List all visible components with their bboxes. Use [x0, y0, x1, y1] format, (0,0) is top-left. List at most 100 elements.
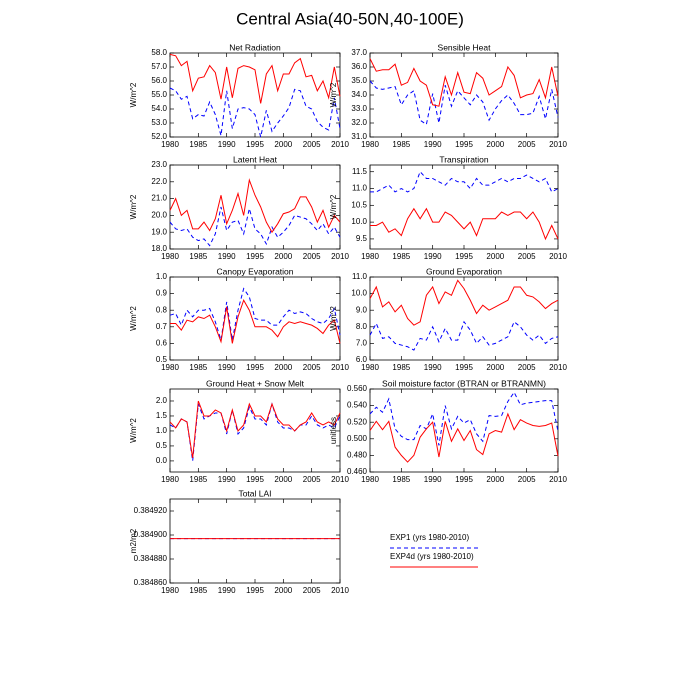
panel-title: Ground Evaporation: [426, 266, 502, 276]
y-tick-label: 33.0: [351, 104, 367, 113]
plot-frame: [169, 52, 341, 138]
x-tick-label: 1995: [246, 475, 264, 484]
y-tick-label: 11.0: [352, 184, 368, 193]
series-line: [169, 178, 341, 234]
x-tick-label: 2000: [274, 586, 292, 595]
y-tick-label: 56.0: [151, 76, 167, 85]
y-tick-label: 1.0: [156, 426, 168, 435]
y-tick-label: 21.0: [151, 194, 167, 203]
plot-frame: [169, 498, 341, 584]
x-tick-label: 1985: [392, 140, 410, 149]
x-tick-label: 1980: [361, 475, 379, 484]
panel-title: Ground Heat + Snow Melt: [206, 378, 305, 388]
x-tick-label: 1995: [246, 252, 264, 261]
x-tick-label: 1985: [392, 475, 410, 484]
panel-title: Soil moisture factor (BTRAN or BTRANMN): [382, 378, 546, 388]
x-tick-label: 1985: [189, 252, 207, 261]
x-tick-label: 2005: [518, 363, 536, 372]
y-tick-label: 10.0: [351, 217, 367, 226]
series-line: [169, 53, 341, 104]
x-tick-label: 1985: [392, 363, 410, 372]
y-tick-label: 36.0: [351, 62, 367, 71]
series-line: [369, 58, 559, 107]
x-tick-label: 1990: [424, 252, 442, 261]
series-line: [370, 207, 559, 241]
y-tick-label: 58.0: [151, 48, 167, 57]
series-line: [369, 320, 559, 351]
y-tick-label: 1.5: [156, 411, 168, 420]
x-tick-label: 1985: [189, 475, 207, 484]
x-tick-label: 2005: [303, 140, 321, 149]
y-axis-label: W/m^2: [129, 194, 138, 219]
figure-title: Central Asia(40-50N,40-100E): [236, 9, 464, 28]
panel-title: Total LAI: [238, 488, 271, 498]
x-tick-label: 1990: [424, 363, 442, 372]
x-tick-label: 1985: [189, 363, 207, 372]
x-tick-label: 2000: [486, 363, 504, 372]
x-tick-label: 1995: [455, 140, 473, 149]
x-tick-label: 1985: [392, 252, 410, 261]
y-tick-label: 22.0: [151, 177, 167, 186]
y-tick-label: 37.0: [351, 48, 367, 57]
x-tick-label: 2000: [274, 363, 292, 372]
y-axis-label: W/m^2: [129, 306, 138, 331]
x-tick-label: 1990: [218, 586, 236, 595]
x-tick-label: 2005: [303, 363, 321, 372]
series-line: [169, 87, 341, 138]
y-tick-label: 0.560: [347, 384, 368, 393]
y-tick-label: 10.0: [351, 289, 367, 298]
legend-label: EXP4d (yrs 1980-2010): [390, 552, 474, 561]
y-tick-label: 53.0: [151, 118, 167, 127]
panel-title: Transpiration: [439, 154, 489, 164]
y-tick-label: 0.6: [156, 339, 168, 348]
x-tick-label: 1985: [189, 586, 207, 595]
x-tick-label: 2010: [331, 252, 349, 261]
plot-frame: [369, 164, 559, 250]
x-tick-label: 1980: [361, 363, 379, 372]
y-tick-label: 54.0: [151, 104, 167, 113]
series-line: [369, 412, 559, 463]
x-tick-label: 1990: [218, 363, 236, 372]
x-tick-label: 2005: [518, 475, 536, 484]
x-tick-label: 2005: [303, 252, 321, 261]
series-line: [169, 287, 341, 341]
y-tick-label: 0.5: [156, 441, 168, 450]
x-tick-label: 2010: [331, 140, 349, 149]
y-axis-label: W/m^2: [129, 418, 138, 443]
y-tick-label: 18.0: [151, 244, 167, 253]
y-tick-label: 52.0: [151, 132, 167, 141]
x-tick-label: 1995: [455, 363, 473, 372]
y-tick-label: 11.5: [352, 167, 368, 176]
y-tick-label: 6.0: [356, 355, 368, 364]
y-tick-label: 34.0: [351, 90, 367, 99]
y-tick-label: 0.5: [156, 355, 168, 364]
y-tick-label: 35.0: [351, 76, 367, 85]
x-tick-label: 2000: [274, 140, 292, 149]
panel-title: Canopy Evaporation: [216, 266, 293, 276]
series-line: [169, 400, 341, 458]
x-tick-label: 2010: [549, 140, 567, 149]
y-tick-label: 0.480: [347, 451, 368, 460]
y-tick-label: 0.460: [347, 467, 368, 476]
x-tick-label: 2010: [549, 475, 567, 484]
y-tick-label: 9.5: [356, 234, 368, 243]
x-tick-label: 1985: [189, 140, 207, 149]
series-line: [369, 391, 559, 446]
x-tick-label: 1995: [455, 475, 473, 484]
x-tick-label: 1980: [161, 363, 179, 372]
y-tick-label: 8.0: [356, 322, 368, 331]
y-tick-label: 55.0: [151, 90, 167, 99]
x-tick-label: 2000: [274, 475, 292, 484]
y-tick-label: 31.0: [351, 132, 367, 141]
y-tick-label: 0.7: [156, 322, 168, 331]
x-tick-label: 1980: [361, 252, 379, 261]
x-tick-label: 2010: [549, 252, 567, 261]
x-tick-label: 2005: [518, 252, 536, 261]
x-tick-label: 1995: [455, 252, 473, 261]
y-tick-label: 0.0: [156, 456, 168, 465]
y-axis-label: W/m^2: [329, 306, 338, 331]
y-tick-label: 0.540: [347, 401, 368, 410]
y-tick-label: 0.384920: [134, 506, 168, 515]
x-tick-label: 2005: [518, 140, 536, 149]
x-tick-label: 2005: [303, 475, 321, 484]
